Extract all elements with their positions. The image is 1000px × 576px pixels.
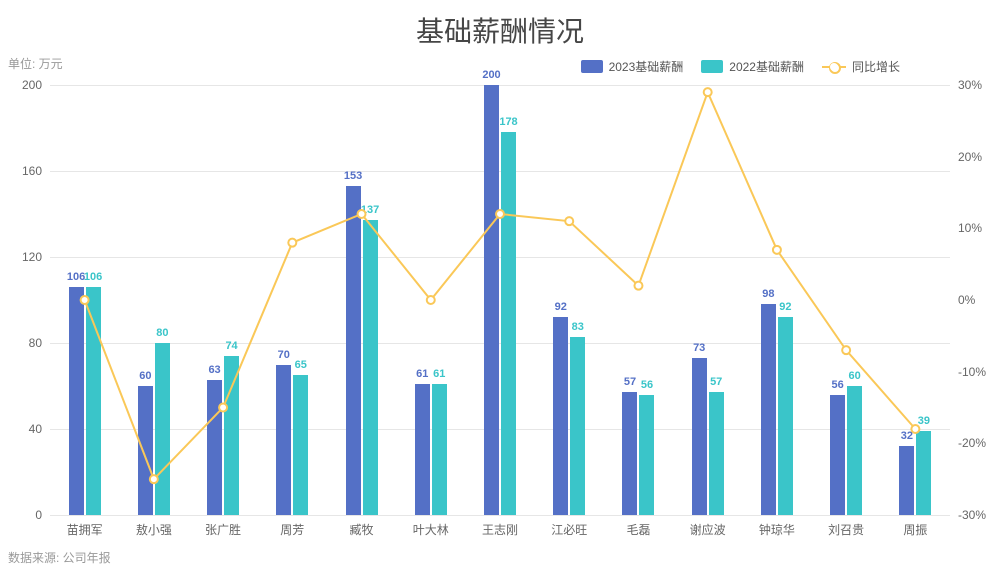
y-left-tick: 0 bbox=[35, 508, 42, 522]
legend-item[interactable]: 2022基础薪酬 bbox=[701, 58, 804, 75]
x-tick-label: 敖小强 bbox=[136, 521, 172, 538]
x-tick-label: 周振 bbox=[903, 521, 927, 538]
growth-marker[interactable] bbox=[496, 210, 504, 218]
bar-label-2023: 200 bbox=[482, 69, 500, 81]
y-right-tick: -30% bbox=[958, 508, 986, 522]
x-tick-label: 钟琼华 bbox=[759, 521, 795, 538]
x-tick-label: 臧牧 bbox=[350, 521, 374, 538]
legend: 2023基础薪酬 2022基础薪酬 同比增长 bbox=[581, 58, 900, 75]
source-label: 数据来源: 公司年报 bbox=[8, 549, 111, 566]
growth-marker[interactable] bbox=[81, 296, 89, 304]
plot-area: 04080120160200-30%-20%-10%0%10%20%30%苗拥军… bbox=[50, 85, 950, 515]
x-tick-label: 苗拥军 bbox=[67, 521, 103, 538]
growth-marker[interactable] bbox=[704, 88, 712, 96]
y-left-tick: 160 bbox=[22, 164, 42, 178]
y-right-tick: 10% bbox=[958, 221, 982, 235]
legend-swatch bbox=[581, 60, 603, 73]
chart-title: 基础薪酬情况 bbox=[0, 10, 1000, 50]
legend-label: 同比增长 bbox=[852, 58, 900, 75]
x-tick-label: 叶大林 bbox=[413, 521, 449, 538]
y-right-tick: 0% bbox=[958, 293, 975, 307]
y-left-tick: 200 bbox=[22, 78, 42, 92]
growth-marker[interactable] bbox=[565, 217, 573, 225]
x-tick-label: 周芳 bbox=[280, 521, 304, 538]
y-left-tick: 120 bbox=[22, 250, 42, 264]
x-tick-label: 毛磊 bbox=[626, 521, 650, 538]
x-tick-label: 张广胜 bbox=[205, 521, 241, 538]
growth-marker[interactable] bbox=[288, 239, 296, 247]
y-right-tick: -10% bbox=[958, 365, 986, 379]
growth-marker[interactable] bbox=[219, 404, 227, 412]
x-tick-label: 刘召贵 bbox=[828, 521, 864, 538]
y-left-tick: 40 bbox=[29, 422, 42, 436]
growth-marker[interactable] bbox=[634, 282, 642, 290]
chart-container: 基础薪酬情况 单位: 万元 2023基础薪酬2022基础薪酬同比增长 04080… bbox=[0, 0, 1000, 576]
legend-item[interactable]: 同比增长 bbox=[822, 58, 900, 75]
growth-line bbox=[50, 85, 950, 515]
legend-swatch bbox=[701, 60, 723, 73]
growth-marker[interactable] bbox=[150, 475, 158, 483]
legend-label: 2023基础薪酬 bbox=[609, 58, 684, 75]
legend-marker bbox=[829, 62, 841, 74]
unit-label: 单位: 万元 bbox=[8, 55, 63, 72]
growth-marker[interactable] bbox=[773, 246, 781, 254]
growth-marker[interactable] bbox=[911, 425, 919, 433]
x-tick-label: 江必旺 bbox=[551, 521, 587, 538]
legend-item[interactable]: 2023基础薪酬 bbox=[581, 58, 684, 75]
growth-marker[interactable] bbox=[358, 210, 366, 218]
legend-line-icon bbox=[822, 66, 846, 68]
y-right-tick: 30% bbox=[958, 78, 982, 92]
x-tick-label: 谢应波 bbox=[690, 521, 726, 538]
y-right-tick: -20% bbox=[958, 436, 986, 450]
grid-line bbox=[50, 515, 950, 516]
growth-marker[interactable] bbox=[427, 296, 435, 304]
y-left-tick: 80 bbox=[29, 336, 42, 350]
y-right-tick: 20% bbox=[958, 150, 982, 164]
growth-path[interactable] bbox=[85, 92, 916, 479]
x-tick-label: 王志刚 bbox=[482, 521, 518, 538]
growth-marker[interactable] bbox=[842, 346, 850, 354]
legend-label: 2022基础薪酬 bbox=[729, 58, 804, 75]
